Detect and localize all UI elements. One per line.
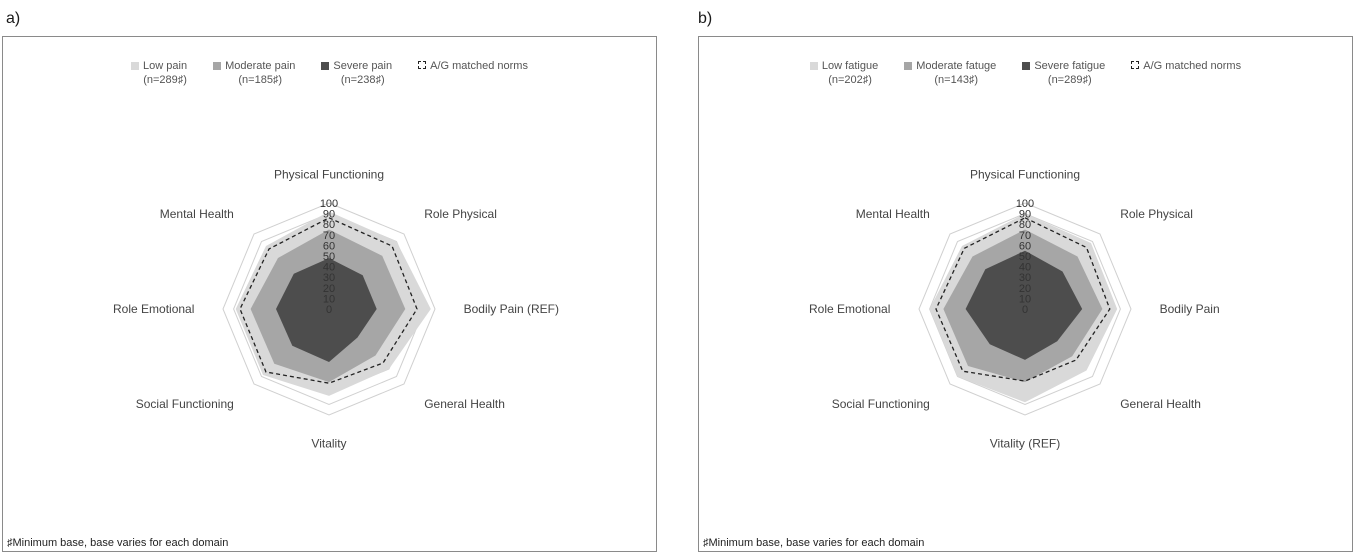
legend-swatch: [809, 62, 818, 70]
r-tick-label: 70: [1019, 230, 1031, 242]
legend-label: Low pain: [143, 60, 188, 72]
panel-b: Low fatigue (n=202♯) Moderate fatuge (n=14…: [698, 36, 1353, 552]
legend-b: Low fatigue (n=202♯) Moderate fatuge (n=14…: [699, 59, 1352, 87]
legend-swatch: [1022, 62, 1031, 70]
axis-label: Physical Functioning: [274, 167, 384, 181]
r-tick-label: 100: [1016, 198, 1034, 210]
r-tick-label: 40: [1019, 262, 1031, 274]
grid-ring: [929, 213, 1121, 405]
legend-n: (n=143♯): [934, 74, 979, 86]
legend-item-low-pain: Low pain (n=289♯): [131, 59, 187, 87]
axis-label: Mental Health: [160, 207, 234, 221]
axis-label: Social Functioning: [832, 397, 930, 411]
r-tick-label: 30: [1019, 272, 1031, 284]
r-tick-label: 30: [323, 272, 335, 284]
axis-label: Physical Functioning: [970, 167, 1080, 181]
grid-ring: [918, 202, 1132, 416]
legend-swatch: [904, 62, 913, 70]
r-tick-label: 60: [1019, 240, 1031, 252]
grid-ring: [222, 202, 436, 416]
legend-label: Severe fatigue: [1034, 60, 1106, 72]
legend-dashed-swatch: [418, 61, 427, 69]
series-area-2: [965, 250, 1083, 360]
series-line-3: [239, 217, 418, 384]
axis-label: Mental Health: [856, 207, 930, 221]
legend-n: (n=289♯): [143, 74, 187, 86]
legend-item-severe-pain: Severe pain (n=238♯): [321, 59, 392, 87]
legend-n: (n=238♯): [340, 74, 385, 86]
axis-label: General Health: [1120, 397, 1201, 411]
legend-label: A/G matched norms: [1143, 60, 1242, 72]
legend-label: A/G matched norms: [430, 60, 528, 72]
r-tick-label: 60: [323, 240, 335, 252]
r-tick-label: 90: [323, 209, 335, 221]
axis-label: Role Physical: [1120, 207, 1193, 221]
legend-item-norms: A/G matched norms: [418, 59, 528, 87]
legend-label: Low fatigue: [821, 60, 879, 72]
r-tick-label: 80: [1019, 219, 1031, 231]
panel-b-label: b): [698, 10, 713, 27]
legend-item-severe-fatigue: Severe fatigue (n=289♯): [1022, 59, 1105, 87]
r-tick-label: 50: [1019, 251, 1031, 263]
axis-label: Social Functioning: [136, 397, 234, 411]
legend-swatch: [213, 62, 222, 70]
axis-label: General Health: [424, 397, 505, 411]
legend-item-moderate-fatigue: Moderate fatuge (n=143♯): [904, 59, 996, 87]
r-tick-label: 20: [323, 283, 335, 295]
r-tick-label: 100: [320, 198, 338, 210]
legend-item-norms: A/G matched norms: [1131, 59, 1241, 87]
legend-label: Severe pain: [333, 60, 393, 72]
r-tick-label: 40: [323, 262, 335, 274]
axis-label: Role Physical: [424, 207, 497, 221]
r-tick-label: 90: [1019, 209, 1031, 221]
r-tick-label: 50: [323, 251, 335, 263]
axis-label: Vitality: [311, 437, 346, 451]
axis-label: Bodily Pain: [1160, 302, 1220, 316]
axis-label: Vitality (REF): [990, 437, 1060, 451]
legend-swatch: [321, 62, 330, 70]
series-area-2: [276, 258, 377, 362]
axis-label: Role Emotional: [113, 302, 194, 316]
r-tick-label: 10: [1019, 293, 1031, 305]
r-tick-label: 70: [323, 230, 335, 242]
legend-a: Low pain (n=289♯) Moderate pain (n=185♯) S…: [3, 59, 656, 87]
r-tick-label: 0: [326, 304, 332, 316]
panel-a-label: a): [6, 10, 21, 27]
footnote-b: ♯Minimum base, base varies for each doma…: [703, 537, 925, 549]
legend-item-low-fatigue: Low fatigue (n=202♯): [809, 59, 879, 87]
legend-n: (n=202♯): [828, 74, 872, 86]
r-tick-label: 20: [1019, 283, 1031, 295]
legend-swatch: [131, 62, 140, 70]
r-tick-label: 80: [323, 219, 335, 231]
axis-label: Bodily Pain (REF): [464, 302, 559, 316]
legend-n: (n=185♯): [238, 74, 283, 86]
axis-label: Role Emotional: [809, 302, 890, 316]
legend-label: Moderate fatuge: [916, 60, 997, 72]
legend-dashed-swatch: [1131, 61, 1140, 69]
footnote-a: ♯Minimum base, base varies for each doma…: [7, 537, 229, 549]
r-tick-label: 0: [1022, 304, 1028, 316]
panel-a: Low pain (n=289♯) Moderate pain (n=185♯) S…: [2, 36, 657, 552]
legend-label: Moderate pain: [225, 60, 296, 72]
legend-item-moderate-pain: Moderate pain (n=185♯): [213, 59, 295, 87]
r-tick-label: 10: [323, 293, 335, 305]
legend-n: (n=289♯): [1047, 74, 1092, 86]
